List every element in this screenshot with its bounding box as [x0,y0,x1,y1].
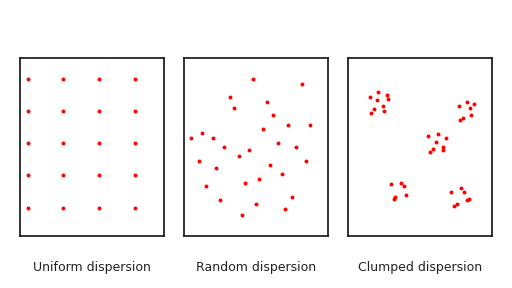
Point [131,109,139,113]
Point [226,94,234,99]
Point [383,93,391,97]
Point [59,173,68,178]
Point [284,123,292,128]
Point [24,173,32,178]
Point [241,180,249,185]
Point [24,77,32,81]
Point [281,207,289,212]
Point [292,145,300,149]
Point [195,159,203,164]
Point [263,100,271,105]
Point [366,94,374,99]
Point [59,205,68,210]
Point [463,198,471,203]
Point [439,148,447,153]
Point [59,77,68,81]
Point [464,196,473,201]
Point [95,141,103,146]
Point [24,205,32,210]
Point [441,136,450,140]
Point [187,136,196,140]
Point [202,184,210,188]
Point [245,148,253,153]
Point [298,82,306,87]
Point [255,177,263,181]
Point [387,182,395,187]
Text: Clumped dispersion: Clumped dispersion [358,261,482,274]
Point [95,205,103,210]
Point [378,103,387,108]
Point [266,162,274,167]
Point [380,109,388,113]
Point [24,109,32,113]
Point [466,105,474,110]
Point [373,98,381,103]
Point [95,173,103,178]
Point [131,173,139,178]
Point [230,105,239,110]
Point [384,96,392,101]
Point [198,130,206,135]
Point [234,154,243,158]
Point [432,139,440,144]
Point [401,193,410,197]
Point [434,132,442,137]
Point [460,189,468,194]
Point [447,189,456,194]
Point [370,107,378,112]
Point [457,186,465,190]
Point [459,116,467,121]
Point [397,180,406,185]
Point [455,103,463,108]
Point [220,145,228,149]
Point [238,213,246,217]
Point [95,77,103,81]
Point [426,150,434,155]
Point [249,77,257,81]
Point [439,145,447,149]
Point [453,202,461,206]
Point [390,196,398,201]
Point [131,77,139,81]
Point [216,198,224,203]
Point [470,102,478,106]
Point [306,123,314,128]
Text: Uniform dispersion: Uniform dispersion [33,261,151,274]
Point [463,100,471,105]
Point [24,141,32,146]
Point [302,159,310,164]
Point [424,134,433,139]
Point [429,146,437,151]
Text: Random dispersion: Random dispersion [196,261,316,274]
Point [95,109,103,113]
Point [374,89,382,94]
Point [252,202,260,206]
Point [59,141,68,146]
Point [131,141,139,146]
Point [391,195,399,199]
Point [400,184,408,188]
Point [456,118,464,122]
Point [273,141,282,146]
Point [209,136,217,140]
Point [59,109,68,113]
Point [288,195,296,199]
Point [131,205,139,210]
Point [212,166,220,170]
Point [450,204,458,208]
Point [259,127,267,131]
Point [367,111,375,115]
Point [269,112,278,117]
Point [278,171,286,176]
Point [467,112,476,117]
